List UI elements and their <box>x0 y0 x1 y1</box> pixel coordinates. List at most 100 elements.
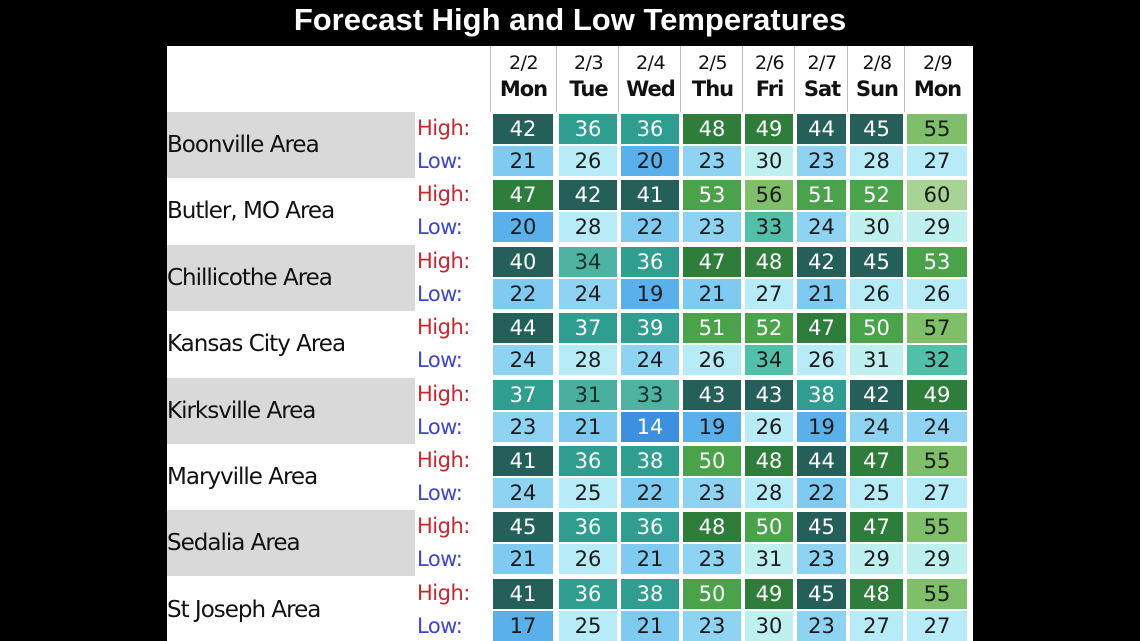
low-temp-cell: 34 <box>745 345 793 376</box>
high-temp-cell: 40 <box>493 246 553 277</box>
high-temp-cell: 37 <box>559 313 617 344</box>
low-temp-cell: 26 <box>683 345 741 376</box>
high-temp-cell: 36 <box>559 446 617 476</box>
day-header: 2/8 Sun <box>847 46 906 112</box>
high-temp-cell: 41 <box>493 446 553 476</box>
area-name: Boonville Area <box>167 132 320 158</box>
low-temp-cell: 26 <box>907 278 967 309</box>
low-temp-cell: 22 <box>797 478 846 508</box>
chart-title: Forecast High and Low Temperatures <box>293 2 847 37</box>
high-temp-cell: 50 <box>850 313 903 344</box>
high-temp-cell: 55 <box>907 114 967 144</box>
low-temp-cell: 21 <box>493 146 553 176</box>
low-temp-cell: 33 <box>745 212 793 243</box>
low-temp-cell: 23 <box>683 544 741 575</box>
area-cell-bg <box>167 444 415 510</box>
high-label: High: <box>417 116 470 140</box>
area-cell-bg <box>167 510 415 577</box>
high-label: High: <box>417 315 470 340</box>
low-label: Low: <box>417 215 463 240</box>
weekday-label: Mon <box>913 77 962 101</box>
date-label: 2/7 <box>807 52 837 74</box>
high-temp-cell: 53 <box>907 246 967 277</box>
high-temp-cell: 42 <box>493 114 553 144</box>
high-temp-cell: 36 <box>621 512 679 543</box>
low-temp-cell: 23 <box>797 146 846 176</box>
high-temp-cell: 36 <box>559 114 617 144</box>
high-temp-cell: 51 <box>683 313 741 344</box>
low-temp-cell: 28 <box>559 345 617 376</box>
high-temp-cell: 38 <box>621 446 679 476</box>
day-header: 2/7 Sat <box>794 46 849 112</box>
low-temp-cell: 22 <box>621 478 679 508</box>
low-temp-cell: 20 <box>493 212 553 243</box>
high-label: High: <box>417 381 470 406</box>
low-temp-cell: 27 <box>907 478 967 508</box>
high-temp-cell: 36 <box>621 114 679 144</box>
low-temp-cell: 21 <box>559 411 617 442</box>
high-temp-cell: 44 <box>797 114 846 144</box>
low-temp-cell: 19 <box>683 411 741 442</box>
low-temp-cell: 23 <box>797 610 846 641</box>
low-temp-cell: 26 <box>559 146 617 176</box>
high-temp-cell: 34 <box>559 246 617 277</box>
area-name: Kansas City Area <box>167 331 346 358</box>
area-cell-bg <box>167 311 415 378</box>
area-row: Butler, MO Area High: Low: 47 42 41 53 56 51 52 60… <box>167 178 973 245</box>
low-temp-cell: 24 <box>850 411 903 442</box>
area-row: Maryville Area High: Low: 41 36 38 50 48 44 47 55 2… <box>167 444 973 510</box>
high-temp-cell: 43 <box>683 379 741 410</box>
day-header: 2/9 Mon <box>904 46 970 112</box>
high-temp-cell: 48 <box>683 512 741 543</box>
date-label: 2/4 <box>635 52 666 74</box>
high-temp-cell: 45 <box>493 512 553 543</box>
low-temp-cell: 30 <box>745 146 793 176</box>
low-temp-cell: 22 <box>493 278 553 309</box>
low-temp-cell: 19 <box>621 278 679 309</box>
high-temp-cell: 56 <box>745 180 793 211</box>
area-cell-bg <box>167 112 415 178</box>
high-temp-cell: 55 <box>907 512 967 543</box>
high-temp-cell: 39 <box>621 313 679 344</box>
high-temp-cell: 50 <box>683 446 741 476</box>
high-label: High: <box>417 514 470 539</box>
area-name: Butler, MO Area <box>167 198 335 225</box>
low-temp-cell: 24 <box>621 345 679 376</box>
high-temp-cell: 51 <box>797 180 846 211</box>
high-temp-cell: 48 <box>745 446 793 476</box>
high-temp-cell: 44 <box>797 446 846 476</box>
low-temp-cell: 28 <box>850 146 903 176</box>
date-label: 2/6 <box>754 52 785 74</box>
high-temp-cell: 43 <box>745 379 793 410</box>
high-temp-cell: 55 <box>907 446 967 476</box>
low-temp-cell: 26 <box>850 278 903 309</box>
low-temp-cell: 20 <box>621 146 679 176</box>
area-cell-bg <box>167 178 415 245</box>
low-temp-cell: 28 <box>745 478 793 508</box>
high-temp-cell: 45 <box>797 512 846 543</box>
low-temp-cell: 23 <box>683 146 741 176</box>
area-name: Kirksville Area <box>167 397 316 424</box>
low-temp-cell: 24 <box>493 478 553 508</box>
low-label: Low: <box>417 414 463 439</box>
low-temp-cell: 14 <box>621 411 679 442</box>
area-cell-bg <box>167 377 415 444</box>
low-temp-cell: 24 <box>797 212 846 243</box>
low-temp-cell: 27 <box>907 146 967 176</box>
low-temp-cell: 25 <box>850 478 903 508</box>
low-label: Low: <box>417 281 463 306</box>
area-row: Chillicothe Area High: Low: 40 34 36 47 48 42 45 5… <box>167 244 973 311</box>
low-temp-cell: 21 <box>797 278 846 309</box>
high-temp-cell: 36 <box>559 578 617 609</box>
weekday-label: Tue <box>569 77 608 101</box>
date-header-row: 2/2 Mon 2/3 Tue 2/4 Wed 2/5 Thu 2/6 Fri 2/7 Sat 2/8 S… <box>167 46 973 112</box>
weekday-label: Sun <box>855 77 899 101</box>
low-temp-cell: 17 <box>493 610 553 641</box>
high-temp-cell: 42 <box>797 246 846 277</box>
low-temp-cell: 25 <box>559 610 617 641</box>
low-temp-cell: 22 <box>621 212 679 243</box>
high-temp-cell: 42 <box>850 379 903 410</box>
weekday-label: Thu <box>691 77 734 101</box>
low-label: Low: <box>417 613 463 638</box>
area-name: Chillicothe Area <box>167 264 333 291</box>
